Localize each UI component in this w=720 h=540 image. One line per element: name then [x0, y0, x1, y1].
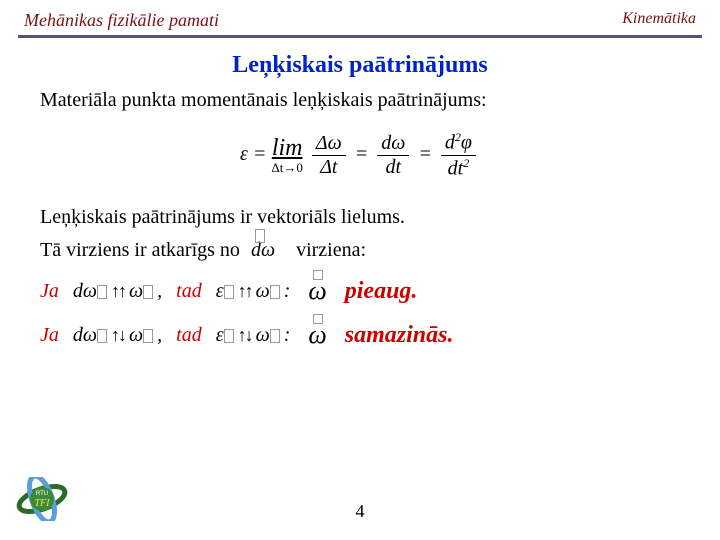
expr-2b: ε ↑↓ ω : — [216, 324, 291, 347]
result-1: pieaug. — [345, 278, 418, 305]
eq-eq2: = — [355, 143, 369, 165]
intro-text: Materiāla punkta momentānais leņķiskais … — [40, 89, 680, 112]
eq-eq1: = — [253, 143, 267, 165]
line2: Leņķiskais paātrinājums ir vektoriāls li… — [40, 206, 680, 229]
eq-lim: lim Δt→0 — [271, 136, 302, 175]
omega-big-2: ω — [304, 320, 330, 350]
header: Mehānikas fizikālie pamati Kinemātika — [0, 0, 720, 35]
page-number: 4 — [356, 501, 365, 522]
omega-big-1: ω — [304, 276, 330, 306]
line3: Tā virziens ir atkarīgs no dω virziena: — [40, 239, 680, 262]
eq-frac2: dω dt — [377, 132, 409, 179]
expr-2a: dω ↑↓ ω , — [73, 324, 162, 347]
eq-eq3: = — [418, 143, 432, 165]
header-left: Mehānikas fizikālie pamati — [24, 10, 219, 31]
case-1: Ja dω ↑↑ ω , tad ε ↑↑ ω : ω pieaug. — [40, 276, 680, 306]
eq-lhs: ε — [240, 143, 248, 165]
tad-1: tad — [176, 280, 202, 303]
eq-frac1: Δω Δt — [312, 132, 346, 179]
expr-1b: ε ↑↑ ω : — [216, 280, 291, 303]
dw-inline: dω — [245, 239, 281, 262]
result-2: samazinās. — [345, 322, 454, 349]
tad-2: tad — [176, 324, 202, 347]
svg-text:RTU: RTU — [36, 491, 48, 497]
page-title: Leņķiskais paātrinājums — [0, 52, 720, 79]
header-right: Kinemātika — [622, 10, 696, 31]
expr-1a: dω ↑↑ ω , — [73, 280, 162, 303]
case-2: Ja dω ↑↓ ω , tad ε ↑↓ ω : ω samazinās. — [40, 320, 680, 350]
ja-1: Ja — [40, 280, 59, 303]
ja-2: Ja — [40, 324, 59, 347]
svg-text:TFI: TFI — [35, 498, 51, 509]
footer-logo: RTU TFI — [16, 477, 68, 526]
divider — [18, 35, 702, 38]
main-equation: ε = lim Δt→0 Δω Δt = dω dt = d2φ dt2 — [0, 130, 720, 180]
eq-frac3: d2φ dt2 — [441, 130, 476, 180]
